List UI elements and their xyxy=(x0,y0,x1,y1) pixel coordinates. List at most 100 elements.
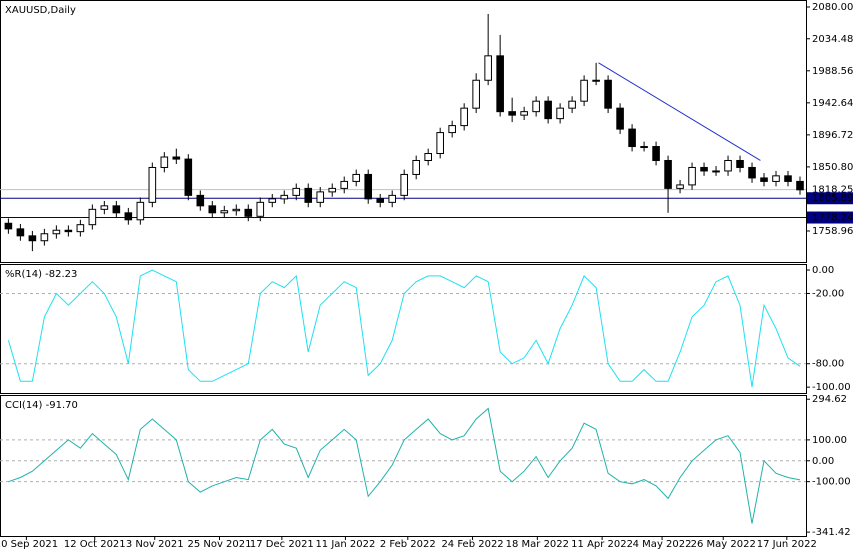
candle-body xyxy=(52,229,61,235)
x-tick-label: 11 Apr 2022 xyxy=(571,539,633,550)
candle-body xyxy=(424,153,432,161)
candle-body xyxy=(400,173,408,196)
candle-body xyxy=(280,194,289,200)
x-tick-label: 3 Nov 2021 xyxy=(126,539,184,550)
candle-body xyxy=(736,159,744,168)
candle-body xyxy=(244,208,253,217)
candle-body xyxy=(28,235,37,242)
candle-body xyxy=(172,156,181,160)
candle-body xyxy=(64,229,73,233)
candle-body xyxy=(724,159,732,172)
cci-pane xyxy=(0,395,807,537)
candle-body xyxy=(148,166,157,203)
candle-body xyxy=(664,159,672,189)
candle-body xyxy=(448,125,456,134)
candle-body xyxy=(160,156,169,168)
candle-body xyxy=(676,184,684,189)
y-tick-label: 1896.72 xyxy=(812,130,853,141)
candle-body xyxy=(316,191,325,203)
candle-body xyxy=(4,222,13,230)
candle-body xyxy=(508,111,516,116)
candle-body xyxy=(268,198,277,203)
candle-body xyxy=(580,79,588,102)
candle-body xyxy=(472,79,480,109)
current-price-label: 1818.25 xyxy=(812,185,853,196)
x-tick-label: 25 Nov 2021 xyxy=(187,539,251,550)
candle-body xyxy=(700,166,708,172)
candle-body xyxy=(772,175,780,182)
candle-body xyxy=(460,107,468,127)
candle-body xyxy=(40,233,49,242)
x-tick-label: 17 Dec 2021 xyxy=(250,539,314,550)
y-tick-label: 1988.56 xyxy=(812,66,853,77)
pane-title: CCI(14) -91.70 xyxy=(5,400,78,411)
candle-body xyxy=(484,55,492,81)
y-tick-label: 1850.80 xyxy=(812,162,853,173)
wpr-pane xyxy=(0,264,807,394)
candle-body xyxy=(124,212,133,221)
indicator-line xyxy=(8,407,801,524)
level-label: 1805.89 xyxy=(812,193,853,204)
candle-body xyxy=(388,194,397,203)
y-tick-label: 100.00 xyxy=(812,435,847,446)
candle-body xyxy=(712,170,720,173)
y-tick-label: -100.00 xyxy=(812,382,851,393)
level-label: 1778.24 xyxy=(812,213,853,224)
candle-body xyxy=(184,158,193,196)
candle-body xyxy=(76,224,85,233)
candle-body xyxy=(220,210,229,214)
candle-body xyxy=(88,208,97,226)
candle-body xyxy=(616,107,624,130)
x-tick-label: 4 May 2022 xyxy=(633,539,692,550)
candle-body xyxy=(784,175,792,182)
y-tick-label: -20.00 xyxy=(812,288,844,299)
candle-body xyxy=(112,205,121,214)
candle-body xyxy=(520,111,528,116)
level-label-box xyxy=(807,211,853,224)
candle-body xyxy=(532,100,540,113)
candle-body xyxy=(568,100,576,109)
indicator-line xyxy=(7,269,801,388)
x-tick-label: 12 Oct 2021 xyxy=(64,539,126,550)
candle-body xyxy=(412,159,420,175)
price-pane xyxy=(0,0,807,263)
candle-body xyxy=(760,177,768,182)
y-tick-label: 0.00 xyxy=(812,265,834,276)
x-tick-label: 11 Jan 2022 xyxy=(315,539,375,550)
candle-body xyxy=(136,201,145,221)
y-tick-label: 1942.64 xyxy=(812,98,853,109)
trend-line xyxy=(598,62,761,161)
candle-body xyxy=(340,180,349,189)
candle-body xyxy=(628,128,636,148)
x-tick-label: 2 Feb 2022 xyxy=(380,539,436,550)
y-tick-label: -341.42 xyxy=(812,527,851,538)
candle-body xyxy=(436,132,444,155)
level-label-box xyxy=(807,192,853,205)
candle-body xyxy=(604,79,612,109)
y-tick-label: 0.00 xyxy=(812,456,834,467)
pane-title: XAUUSD,Daily xyxy=(5,5,76,16)
x-tick-label: 26 May 2022 xyxy=(691,539,756,550)
candle-body xyxy=(688,166,696,186)
candle-body xyxy=(196,194,205,207)
y-tick-label: -100.00 xyxy=(812,477,851,488)
candle-body xyxy=(556,107,564,120)
candle-body xyxy=(544,100,552,120)
candle-body xyxy=(376,198,385,203)
candle-body xyxy=(328,187,337,193)
candle-body xyxy=(304,187,313,203)
y-tick-label: 2034.48 xyxy=(812,34,853,45)
y-tick-label: 2080.00 xyxy=(812,2,853,13)
candle-body xyxy=(16,228,25,237)
candle-body xyxy=(292,187,301,196)
candle-body xyxy=(352,173,361,182)
candle-body xyxy=(592,79,600,82)
x-tick-label: 18 Mar 2022 xyxy=(506,539,569,550)
candle-body xyxy=(232,208,241,212)
candle-body xyxy=(496,55,504,113)
x-tick-label: 17 Jun 2022 xyxy=(757,539,817,550)
candle-body xyxy=(256,201,265,217)
x-tick-label: 20 Sep 2021 xyxy=(0,539,58,550)
